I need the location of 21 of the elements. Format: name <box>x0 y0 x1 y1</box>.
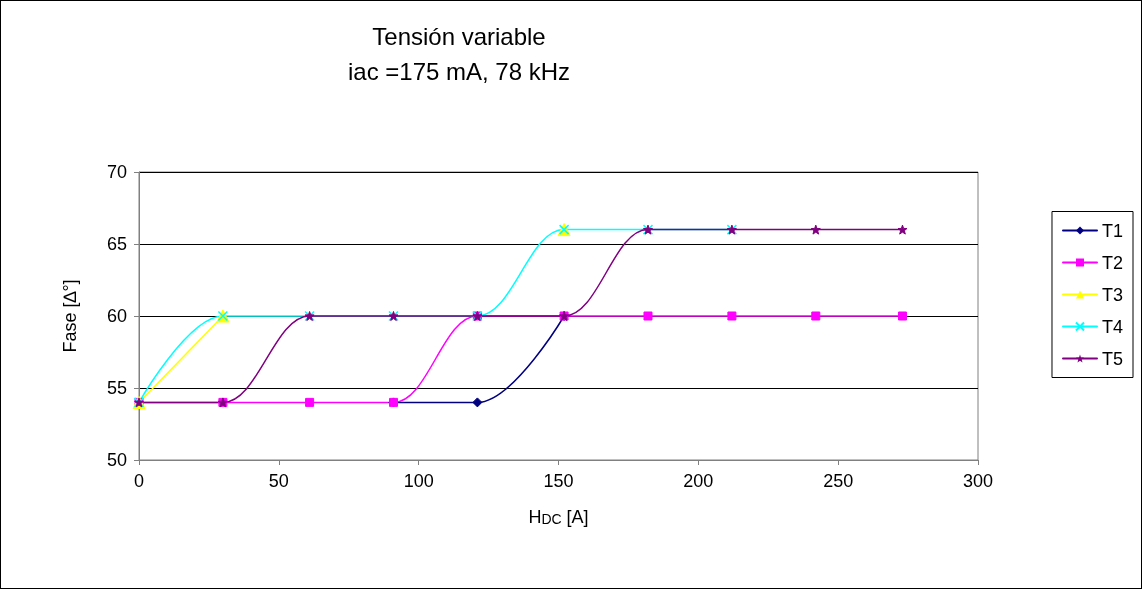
x-tick-label: 0 <box>133 471 145 491</box>
legend-label: T3 <box>1101 284 1124 305</box>
legend-label: T4 <box>1101 316 1124 337</box>
x-tick-label: 150 <box>543 471 574 491</box>
y-tick-label: 55 <box>106 378 127 398</box>
x-tick-label: 250 <box>823 471 854 491</box>
chart-subtitle: iac =175 mA, 78 kHz <box>347 57 571 85</box>
x-tick-label: 100 <box>403 471 434 491</box>
legend-label: T1 <box>1101 220 1124 241</box>
y-tick-label: 60 <box>106 306 127 326</box>
y-tick-label: 50 <box>106 450 127 470</box>
x-tick-label: 300 <box>962 471 994 491</box>
chart-title: Tensión variable <box>372 22 546 50</box>
y-tick-label: 65 <box>106 234 127 254</box>
x-tick-label: 200 <box>683 471 714 491</box>
y-tick-label: 70 <box>106 162 127 182</box>
x-axis-title: HDC [A] <box>528 507 589 527</box>
legend-label: T2 <box>1101 252 1124 273</box>
legend-label: T5 <box>1101 348 1124 369</box>
x-tick-label: 50 <box>268 471 289 491</box>
y-axis-title: Fase [∆°] <box>60 279 80 353</box>
